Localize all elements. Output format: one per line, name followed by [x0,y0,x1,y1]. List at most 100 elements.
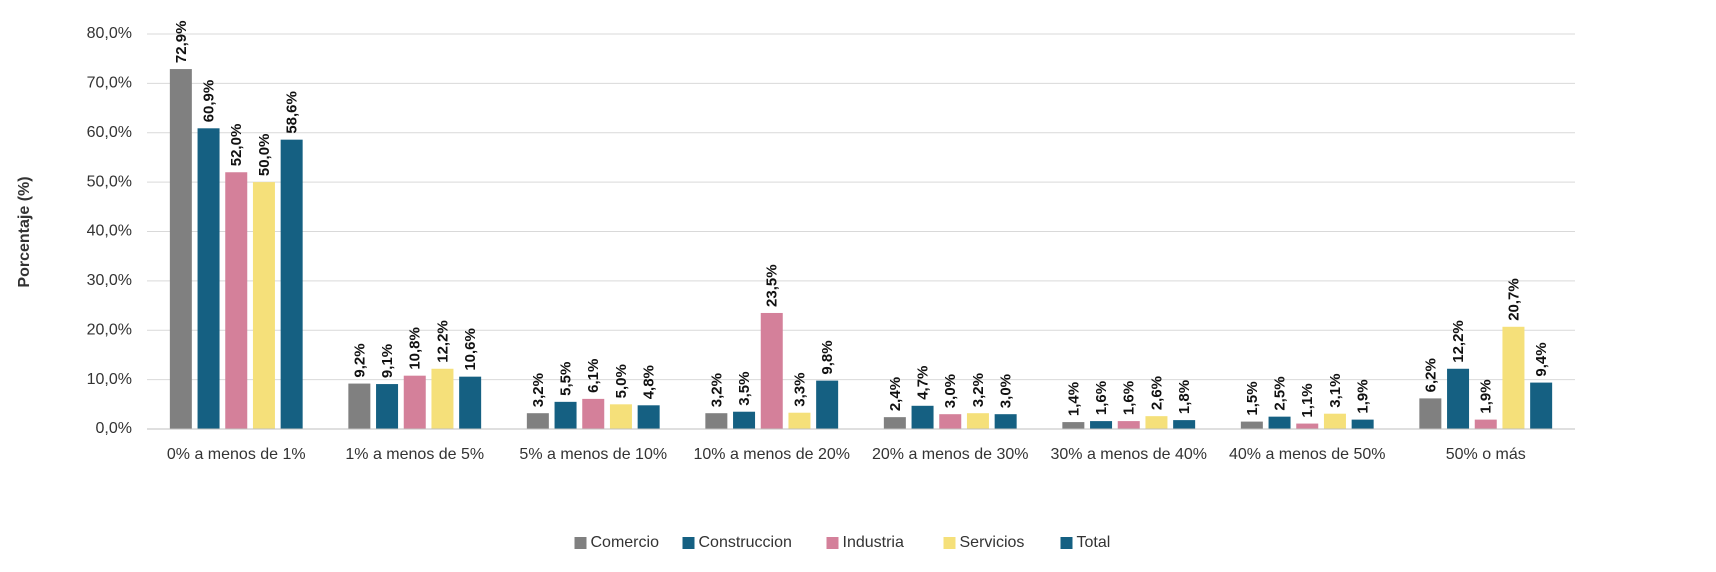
bar [816,380,839,429]
x-tick-label: 40% a menos de 50% [1229,446,1386,463]
value-label: 23,5% [764,264,781,307]
value-label: 20,7% [1505,278,1522,321]
value-label: 58,6% [284,91,301,134]
value-label: 9,1% [379,344,396,378]
bar [1268,416,1291,429]
y-tick-label: 60,0% [87,124,132,141]
legend-label: Comercio [591,534,660,551]
legend-label: Industria [843,534,904,551]
value-label: 1,9% [1355,379,1372,413]
bar [1323,413,1346,429]
bar [788,412,811,429]
bar [883,417,906,429]
bar [526,413,549,429]
value-label: 5,5% [558,362,575,396]
x-tick-label: 5% a menos de 10% [519,446,667,463]
y-axis-label: Porcentaje (%) [16,176,33,287]
bar [939,414,962,429]
bar [225,172,248,429]
value-label: 2,6% [1148,376,1165,410]
value-label: 4,7% [915,366,932,400]
value-label: 3,1% [1327,373,1344,407]
bar [1296,423,1319,429]
bar [1090,421,1113,429]
bar [376,384,399,429]
bar [197,128,220,429]
y-tick-label: 80,0% [87,25,132,42]
value-label: 3,3% [791,373,808,407]
x-tick-label: 10% a menos de 20% [693,446,850,463]
bar [966,413,989,429]
value-label: 50,0% [256,134,273,177]
y-tick-label: 20,0% [87,321,132,338]
x-tick-label: 50% o más [1446,446,1526,463]
y-tick-label: 30,0% [87,272,132,289]
legend-swatch [682,537,695,549]
bar [280,139,303,429]
value-label: 3,0% [942,374,959,408]
value-label: 3,2% [708,373,725,407]
value-label: 3,0% [998,374,1015,408]
bar [760,312,783,429]
value-label: 9,4% [1533,342,1550,376]
bar [1502,326,1525,429]
y-tick-label: 50,0% [87,173,132,190]
bar [994,414,1017,429]
legend-swatch [1060,537,1073,549]
value-label: 52,0% [228,124,245,167]
bar [609,404,632,429]
bar [431,368,454,429]
bar [1474,419,1497,429]
value-label: 12,2% [1450,320,1467,363]
x-tick-label: 20% a menos de 30% [872,446,1029,463]
value-label: 3,5% [736,372,753,406]
x-tick-label: 1% a menos de 5% [345,446,484,463]
value-label: 9,8% [819,340,836,374]
value-label: 3,2% [970,373,987,407]
value-label: 1,6% [1121,381,1138,415]
value-label: 1,6% [1093,381,1110,415]
value-label: 6,1% [585,359,602,393]
legend-label: Total [1077,534,1111,551]
value-label: 12,2% [434,320,451,363]
value-label: 60,9% [201,80,218,123]
value-label: 2,4% [887,377,904,411]
bar [705,413,728,429]
value-label: 6,2% [1422,358,1439,392]
bar [1062,422,1085,429]
bar [637,405,660,429]
bar [252,182,275,429]
bar [348,383,371,429]
bar [169,69,192,430]
value-label: 1,8% [1176,380,1193,414]
value-label: 2,5% [1272,376,1289,410]
value-label: 1,9% [1478,379,1495,413]
value-label: 1,5% [1244,381,1261,415]
bar [1145,416,1168,429]
bar [1240,421,1263,429]
bar [1530,382,1553,429]
value-label: 1,1% [1299,383,1316,417]
value-label: 10,6% [462,328,479,371]
y-tick-label: 40,0% [87,223,132,240]
legend-swatch [574,537,587,549]
x-tick-label: 30% a menos de 40% [1050,446,1207,463]
value-label: 3,2% [530,373,547,407]
legend-swatch [826,537,839,549]
x-tick-label: 0% a menos de 1% [167,446,306,463]
bar [911,405,934,429]
legend-label: Construccion [699,534,792,551]
bar [1447,368,1470,429]
bar [733,411,756,429]
value-label: 9,2% [351,343,368,377]
bar [1419,398,1442,429]
value-label: 4,8% [641,365,658,399]
bar [554,401,577,429]
y-tick-label: 0,0% [96,420,132,437]
value-label: 72,9% [173,21,190,64]
legend-label: Servicios [960,534,1025,551]
y-tick-label: 10,0% [87,371,132,388]
bar [403,375,426,429]
bar [1173,420,1196,429]
